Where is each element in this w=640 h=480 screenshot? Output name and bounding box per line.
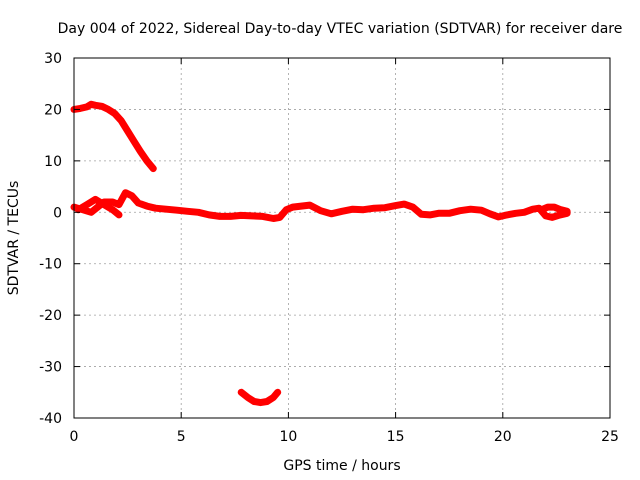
x-tick-label: 10 [279,429,297,445]
x-tick-label: 5 [177,429,186,445]
series-arc-low [237,388,282,407]
x-tick-label: 20 [494,429,512,445]
y-tick-label: 10 [44,154,62,170]
y-tick-label: -20 [39,308,62,324]
y-tick-label: -40 [39,411,62,427]
plot-frame [73,57,611,419]
y-axis-label: SDTVAR / TECUs [6,181,22,296]
series-arc-main [70,189,571,222]
y-tick-label: -30 [39,360,62,376]
series-layer [70,100,571,407]
grid-layer [74,58,610,418]
series-arc-end [537,203,571,215]
chart-title: Day 004 of 2022, Sidereal Day-to-day VTE… [58,21,623,37]
x-tick-label: 15 [387,429,405,445]
series-arc-high [70,100,157,173]
tick-layer: 0 5 10 15 20 25 -40 -30 -20 -10 0 10 20 30 [39,51,619,445]
y-tick-label: 30 [44,51,62,67]
y-tick-label: -10 [39,257,62,273]
y-tick-label: 0 [53,205,62,221]
x-axis-label: GPS time / hours [283,458,400,474]
y-tick-label: 20 [44,102,62,118]
x-tick-label: 25 [601,429,619,445]
series-arc-cross [74,195,123,219]
x-tick-label: 0 [70,429,79,445]
